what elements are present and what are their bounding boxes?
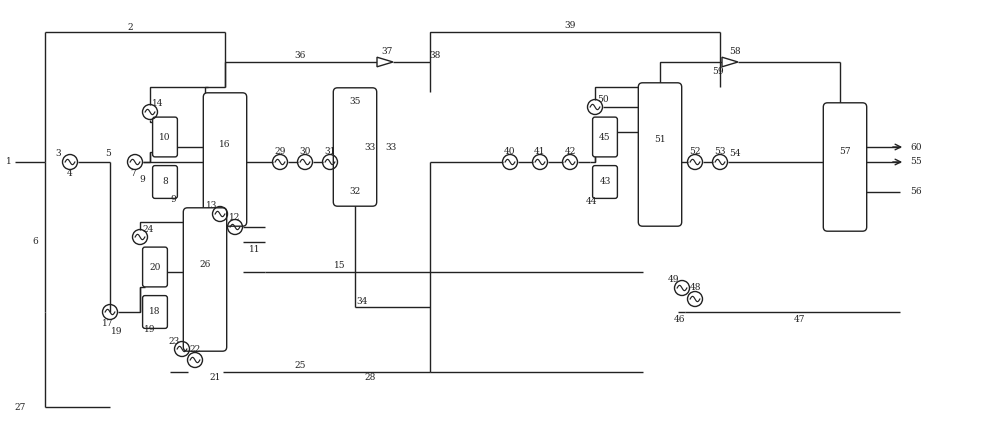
- Text: 60: 60: [910, 142, 922, 152]
- Text: 13: 13: [206, 202, 218, 210]
- Text: 51: 51: [654, 135, 666, 144]
- Text: 41: 41: [534, 146, 546, 156]
- Text: 32: 32: [349, 187, 361, 197]
- Text: 25: 25: [294, 362, 306, 370]
- Text: 18: 18: [149, 308, 161, 316]
- Polygon shape: [377, 57, 393, 67]
- Text: 23: 23: [168, 336, 180, 346]
- Text: 52: 52: [689, 146, 701, 156]
- FancyBboxPatch shape: [593, 117, 617, 157]
- Text: 36: 36: [294, 52, 306, 61]
- Text: 28: 28: [364, 373, 376, 381]
- Text: 31: 31: [324, 146, 336, 156]
- FancyBboxPatch shape: [203, 93, 247, 226]
- Text: 26: 26: [199, 260, 211, 269]
- Text: 10: 10: [159, 133, 171, 141]
- Text: 27: 27: [14, 403, 26, 412]
- Text: 43: 43: [599, 178, 611, 187]
- Text: 33: 33: [385, 142, 396, 152]
- Text: 24: 24: [142, 225, 154, 233]
- Text: 3: 3: [55, 149, 61, 157]
- Text: 5: 5: [105, 149, 111, 157]
- Text: 33: 33: [364, 142, 376, 152]
- Text: 14: 14: [152, 99, 164, 108]
- FancyBboxPatch shape: [333, 88, 377, 206]
- Text: 35: 35: [349, 98, 361, 107]
- FancyBboxPatch shape: [153, 166, 177, 198]
- Text: 16: 16: [219, 140, 231, 149]
- Text: 45: 45: [599, 133, 611, 141]
- Text: 47: 47: [794, 315, 806, 324]
- Text: 30: 30: [299, 146, 311, 156]
- Text: 59: 59: [712, 66, 724, 76]
- Text: 58: 58: [729, 47, 741, 57]
- Text: 29: 29: [274, 146, 286, 156]
- Text: 20: 20: [149, 263, 161, 271]
- Text: 7: 7: [130, 168, 136, 178]
- Text: 9: 9: [170, 195, 176, 205]
- Text: 46: 46: [674, 315, 686, 324]
- Text: 8: 8: [162, 178, 168, 187]
- FancyBboxPatch shape: [143, 296, 167, 328]
- Text: 54: 54: [729, 149, 741, 157]
- Text: 42: 42: [564, 146, 576, 156]
- FancyBboxPatch shape: [638, 83, 682, 226]
- Text: 34: 34: [356, 297, 368, 306]
- Text: 12: 12: [229, 213, 241, 221]
- Text: 19: 19: [144, 325, 156, 335]
- Text: 53: 53: [714, 146, 726, 156]
- Text: 11: 11: [249, 245, 261, 255]
- Text: 40: 40: [504, 146, 516, 156]
- Text: 4: 4: [67, 168, 73, 178]
- Text: 22: 22: [189, 344, 201, 354]
- Text: 48: 48: [689, 283, 701, 293]
- Text: 44: 44: [586, 198, 598, 206]
- Text: 21: 21: [209, 373, 221, 381]
- Text: 37: 37: [381, 46, 393, 56]
- FancyBboxPatch shape: [153, 117, 177, 157]
- Text: 49: 49: [667, 275, 679, 285]
- Text: 2: 2: [127, 23, 133, 31]
- Text: 56: 56: [910, 187, 922, 197]
- Text: 38: 38: [429, 52, 441, 61]
- Text: 19: 19: [111, 327, 123, 335]
- Text: 55: 55: [910, 157, 922, 167]
- Text: 1: 1: [6, 157, 12, 167]
- Text: 15: 15: [334, 260, 346, 270]
- Text: 57: 57: [839, 148, 851, 156]
- Text: 9: 9: [139, 175, 145, 184]
- FancyBboxPatch shape: [593, 166, 617, 198]
- Text: 39: 39: [564, 22, 576, 30]
- Text: 50: 50: [597, 95, 609, 103]
- FancyBboxPatch shape: [823, 103, 867, 231]
- Text: 17: 17: [102, 319, 114, 328]
- Text: 6: 6: [32, 237, 38, 247]
- FancyBboxPatch shape: [143, 247, 167, 287]
- FancyBboxPatch shape: [183, 208, 227, 351]
- Polygon shape: [722, 57, 738, 67]
